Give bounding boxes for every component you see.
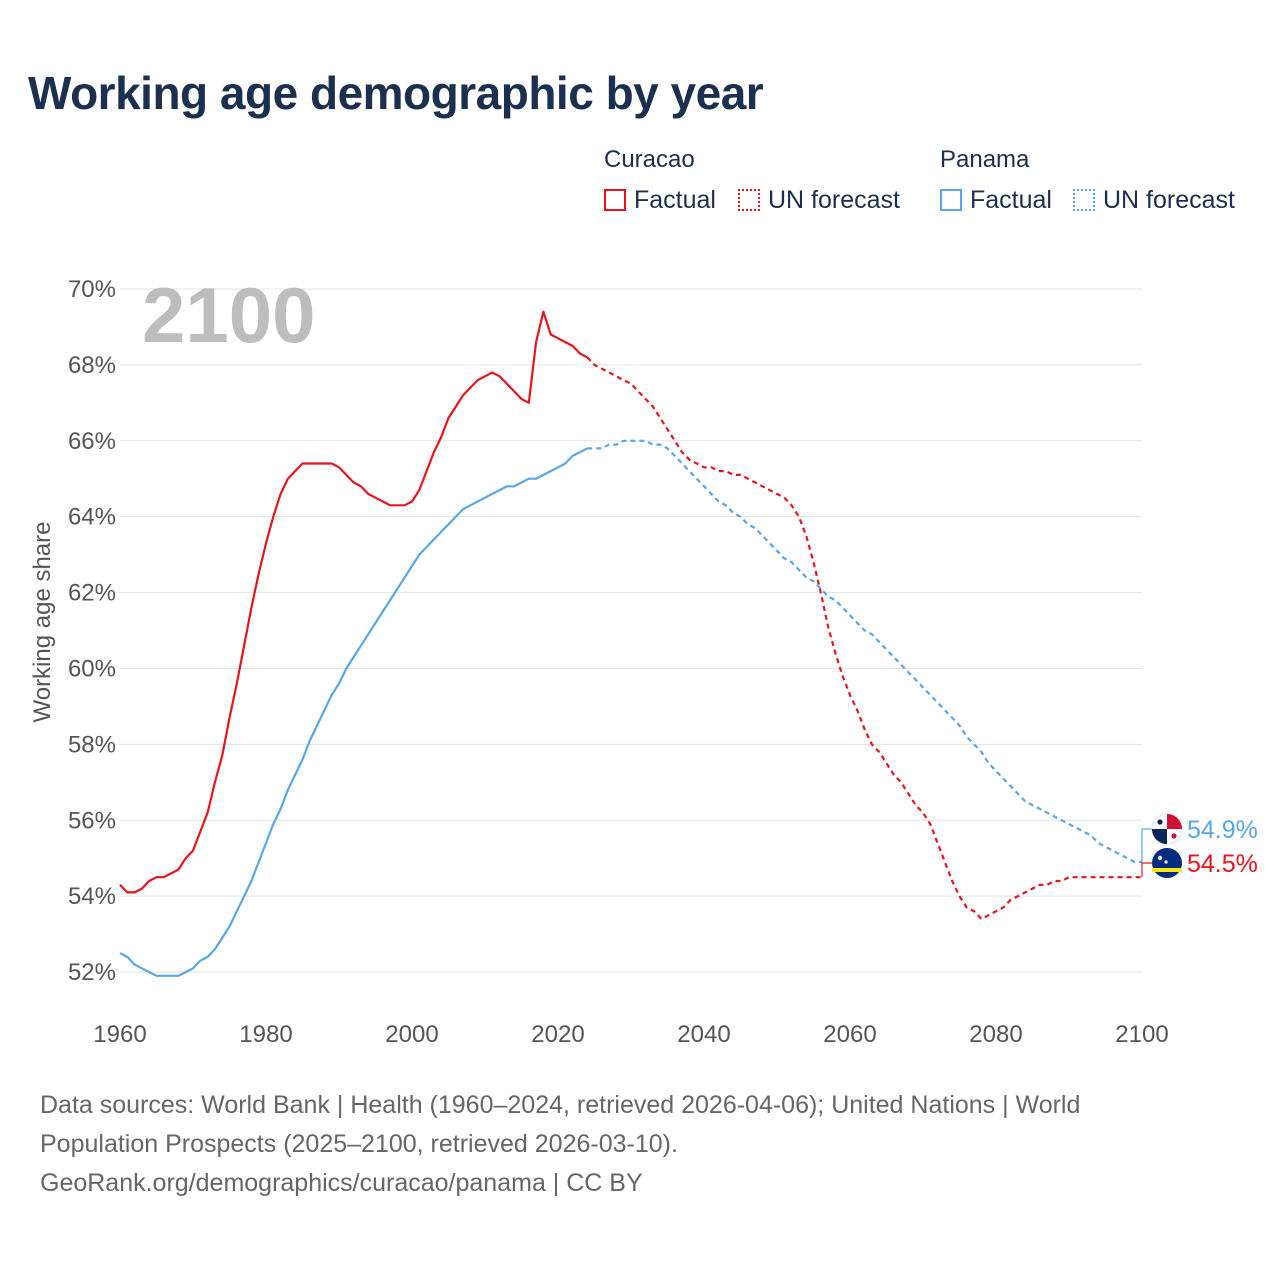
panama-end-connector	[1141, 828, 1152, 862]
legend-swatch-dotted-red	[738, 189, 760, 211]
y-tick-label: 52%	[68, 959, 116, 986]
data-sources: Data sources: World Bank | Health (1960–…	[40, 1086, 1180, 1203]
y-tick-labels: 52% 54% 56% 58% 60% 62% 64% 66% 68% 70%	[68, 276, 116, 986]
curacao-factual-line	[119, 310, 588, 894]
x-tick-label: 2080	[969, 1021, 1022, 1048]
legend-swatch-solid-blue	[940, 189, 962, 211]
panama-forecast-line	[587, 439, 1142, 864]
y-tick-label: 56%	[68, 807, 116, 834]
y-tick-label: 68%	[68, 352, 116, 379]
panama-factual-line	[119, 447, 588, 977]
curacao-forecast-line	[586, 356, 1142, 921]
x-tick-label: 1980	[239, 1021, 292, 1048]
line-chart: 52% 54% 56% 58% 60% 62% 64% 66% 68% 70% 1960 1980 2…	[29, 271, 1258, 1048]
x-tick-label: 2100	[1115, 1021, 1168, 1048]
y-tick-label: 60%	[68, 655, 116, 682]
y-tick-label: 70%	[68, 276, 116, 303]
y-tick-label: 66%	[68, 428, 116, 455]
chart-title: Working age demographic by year	[28, 67, 764, 119]
y-tick-label: 58%	[68, 731, 116, 758]
curacao-end-connector	[1141, 862, 1152, 878]
panama-flag-icon	[1151, 813, 1183, 845]
y-tick-label: 54%	[68, 883, 116, 910]
legend-group-panama: Panama	[940, 146, 1030, 173]
legend-label: Factual	[634, 185, 716, 214]
legend-swatch-dotted-blue	[1073, 189, 1095, 211]
y-axis-label: Working age share	[29, 522, 56, 723]
year-watermark: 2100	[142, 271, 316, 359]
x-tick-labels: 1960 1980 2000 2020 2040 2060 2080 2100	[93, 1021, 1168, 1048]
legend-group-curacao: Curacao	[604, 146, 695, 173]
sources-line-1: Data sources: World Bank | Health (1960–…	[40, 1091, 1081, 1119]
legend-curacao-factual[interactable]: Factual	[604, 186, 716, 214]
legend-panama-factual[interactable]: Factual	[940, 186, 1052, 214]
end-markers: 54.5% 54.9%	[1141, 813, 1258, 878]
legend-label: UN forecast	[1103, 185, 1235, 214]
legend-panama-forecast[interactable]: UN forecast	[1073, 186, 1235, 214]
sources-link[interactable]: GeoRank.org/demographics/curacao/panama …	[40, 1169, 643, 1197]
legend-label: Factual	[970, 185, 1052, 214]
gridlines	[120, 288, 1142, 973]
y-tick-label: 62%	[68, 580, 116, 607]
legend-label: UN forecast	[768, 185, 900, 214]
y-tick-label: 64%	[68, 504, 116, 531]
x-tick-label: 2060	[823, 1021, 876, 1048]
x-tick-label: 2000	[385, 1021, 438, 1048]
legend-swatch-solid-red	[604, 189, 626, 211]
series-lines	[119, 310, 1142, 977]
curacao-end-value-label: 54.5%	[1187, 850, 1258, 878]
x-tick-label: 2040	[677, 1021, 730, 1048]
legend-curacao-forecast[interactable]: UN forecast	[738, 186, 900, 214]
sources-line-2: Population Prospects (2025–2100, retriev…	[40, 1130, 678, 1158]
curacao-flag-icon	[1152, 848, 1182, 878]
x-tick-label: 1960	[93, 1021, 146, 1048]
x-tick-label: 2020	[531, 1021, 584, 1048]
panama-end-value-label: 54.9%	[1187, 816, 1258, 844]
